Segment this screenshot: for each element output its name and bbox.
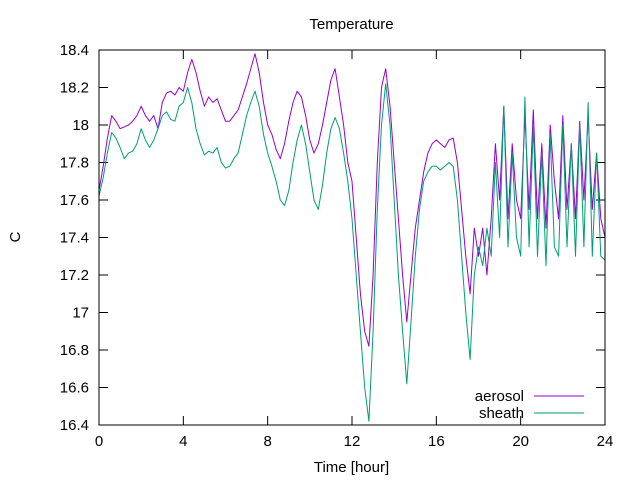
series-lines — [98, 53, 606, 422]
y-tick-label: 18.4 — [60, 42, 89, 59]
y-tick-label: 16.6 — [60, 380, 89, 397]
y-tick-label: 16.8 — [60, 342, 89, 359]
plot-frame — [98, 49, 606, 426]
y-tick-label: 18.2 — [60, 80, 89, 97]
y-tick-label: 16.4 — [60, 417, 89, 434]
y-tick-label: 17.8 — [60, 155, 89, 172]
legend-label-sheath: sheath — [479, 405, 524, 422]
x-tick-label: 20 — [512, 433, 529, 450]
x-tick-label: 24 — [597, 433, 614, 450]
x-tick-label: 12 — [344, 433, 361, 450]
chart-title: Temperature — [309, 16, 393, 33]
y-tick-label: 17.2 — [60, 267, 89, 284]
series-line-sheath — [98, 83, 606, 422]
y-tick-label: 17.4 — [60, 230, 89, 247]
legend-label-aerosol: aerosol — [475, 388, 524, 405]
y-axis-label: C — [7, 231, 24, 242]
y-tick-label: 17.6 — [60, 192, 89, 209]
y-tick-label: 18 — [72, 117, 89, 134]
x-tick-label: 8 — [263, 433, 271, 450]
legend: aerosol sheath — [475, 388, 584, 422]
x-tick-label: 16 — [428, 433, 445, 450]
y-axis-ticks: 16.4 16.6 16.8 17 17.2 17.4 17.6 17.8 18 18.2 18.4 — [60, 42, 605, 434]
series-line-aerosol — [98, 53, 606, 347]
y-tick-label: 17 — [72, 305, 89, 322]
x-tick-label: 0 — [95, 433, 103, 450]
x-tick-label: 4 — [179, 433, 187, 450]
x-axis-label: Time [hour] — [314, 459, 389, 476]
